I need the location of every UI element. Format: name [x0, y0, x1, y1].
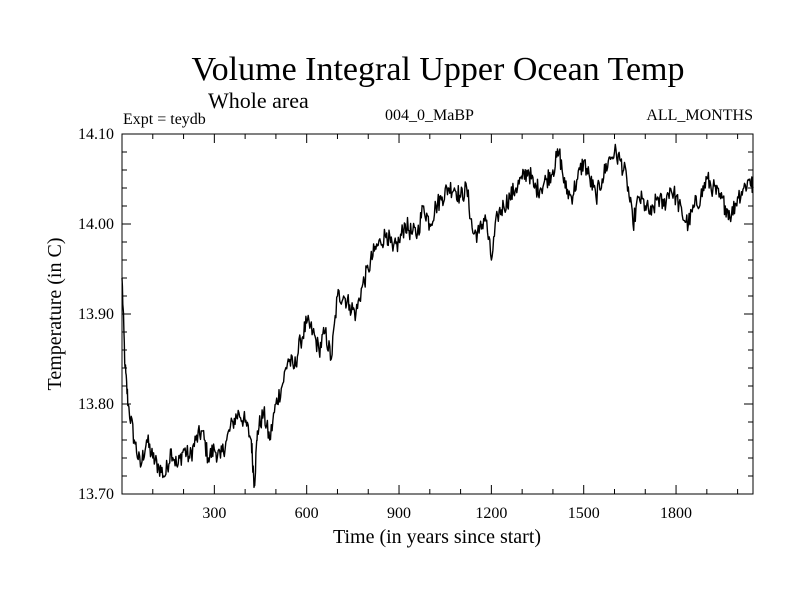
x-tick-label: 1800 — [660, 505, 692, 522]
x-tick-label: 1500 — [568, 505, 600, 522]
plot-area-frame — [121, 133, 754, 495]
x-axis: 300 600 900 1200 1500 1800 — [152, 134, 739, 522]
months-label: ALL_MONTHS — [646, 107, 753, 124]
chart-subtitle: Whole area — [208, 88, 309, 113]
y-tick-label: 14.10 — [78, 126, 114, 143]
experiment-label: Expt = teydb — [123, 111, 206, 128]
run-label: 004_0_MaBP — [385, 107, 474, 124]
x-tick-label: 900 — [387, 505, 411, 522]
x-tick-label: 1200 — [475, 505, 507, 522]
y-axis: 13.70 13.80 13.90 14.00 14.10 — [78, 126, 753, 503]
series-line — [121, 143, 754, 489]
y-tick-label: 13.80 — [78, 396, 114, 413]
y-tick-label: 14.00 — [78, 216, 114, 233]
series-layer — [121, 143, 754, 489]
y-axis-label: Temperature (in C) — [44, 238, 66, 391]
chart-title: Volume Integral Upper Ocean Temp — [192, 51, 685, 88]
y-tick-label: 13.90 — [78, 306, 114, 323]
x-tick-label: 600 — [295, 505, 319, 522]
x-axis-label: Time (in years since start) — [333, 526, 541, 548]
x-tick-label: 300 — [202, 505, 226, 522]
y-tick-label: 13.70 — [78, 486, 114, 503]
